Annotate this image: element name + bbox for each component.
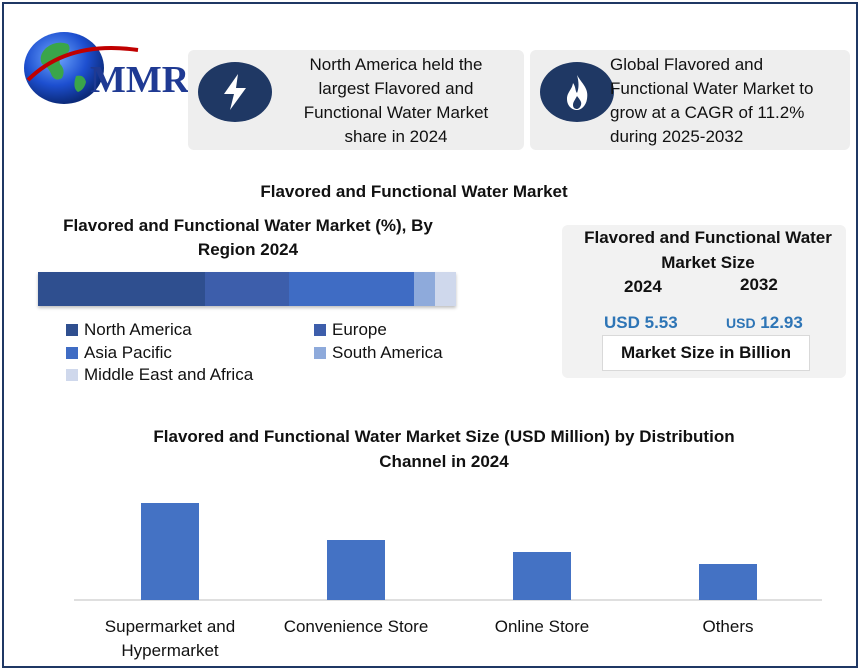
lightning-icon [198, 62, 272, 122]
legend-swatch [314, 347, 326, 359]
value-2032-prefix: USD [726, 315, 756, 331]
legend-item: South America [314, 343, 443, 363]
legend-label: Asia Pacific [84, 343, 172, 362]
title-line: Flavored and Functional Water Market (%)… [63, 216, 433, 235]
title-line: Region 2024 [197, 240, 299, 259]
region-segment-europe [205, 272, 289, 306]
stat-line: largest Flavored and [318, 79, 474, 98]
value-2032-number: 12.93 [760, 313, 803, 332]
legend-item: Asia Pacific [66, 343, 172, 363]
market-size-box: Flavored and Functional Water Market Siz… [562, 225, 846, 378]
bar [327, 540, 385, 600]
year-2032: 2032 [740, 275, 778, 294]
stat-line: Functional Water Market to [610, 79, 814, 98]
region-chart-title: Flavored and Functional Water Market (%)… [38, 214, 458, 262]
value-2024: USD 5.53 [604, 313, 678, 332]
title-line: Market Size [661, 253, 755, 272]
stat-line: Global Flavored and [610, 55, 764, 74]
distribution-chart-title: Flavored and Functional Water Market Siz… [124, 424, 764, 474]
legend-label: Europe [332, 320, 387, 339]
legend-item: North America [66, 320, 192, 340]
bar [141, 503, 199, 600]
stat-line: North America held the [309, 55, 483, 74]
stat-line: grow at a CAGR of 11.2% [610, 103, 805, 122]
stat-line: during 2025-2032 [610, 127, 744, 146]
globe-icon: MMR [24, 32, 190, 104]
legend-swatch [314, 324, 326, 336]
main-title: Flavored and Functional Water Market [260, 182, 568, 201]
region-segment-north-america [38, 272, 206, 306]
region-segment-middle-east-and-africa [435, 272, 456, 306]
legend-label: North America [84, 320, 192, 339]
x-tick-label: Online Store [495, 617, 590, 636]
legend-item: Middle East and Africa [66, 365, 253, 385]
title-line: Flavored and Functional Water Market Siz… [153, 427, 735, 446]
title-line: Flavored and Functional Water [584, 228, 832, 247]
logo-text: MMR [90, 59, 188, 101]
bar [513, 552, 571, 600]
legend-swatch [66, 347, 78, 359]
stat-line: Functional Water Market [303, 103, 489, 122]
title-line: Channel in 2024 [379, 452, 509, 471]
legend-label: Middle East and Africa [84, 365, 254, 384]
value-2032: USD 12.93 [726, 313, 803, 333]
mmr-logo: MMR [18, 18, 190, 118]
distribution-bar-chart: Supermarket and Hypermarket Convenience St… [74, 503, 822, 660]
flame-icon [540, 62, 614, 122]
x-tick-label: Hypermarket [121, 641, 219, 660]
stat-text-cagr: Global Flavored and Functional Water Mar… [610, 53, 842, 149]
x-tick-label: Convenience Store [284, 617, 429, 636]
bar [699, 564, 757, 600]
region-stacked-bar [38, 272, 456, 306]
stat-line: share in 2024 [344, 127, 448, 146]
unit-label: Market Size in Billion [602, 335, 810, 371]
stat-card-cagr: Global Flavored and Functional Water Mar… [530, 50, 850, 150]
legend-swatch [66, 369, 78, 381]
legend-item: Europe [314, 320, 387, 340]
legend-label: South America [332, 343, 443, 362]
legend-swatch [66, 324, 78, 336]
stat-text-north-america: North America held the largest Flavored … [286, 53, 506, 149]
market-size-title: Flavored and Functional Water Market Siz… [562, 225, 854, 275]
region-segment-asia-pacific [288, 272, 415, 306]
x-tick-label: Others [702, 617, 753, 636]
year-2024: 2024 [624, 277, 662, 296]
stat-card-north-america: North America held the largest Flavored … [188, 50, 524, 150]
x-tick-label: Supermarket and [105, 617, 235, 636]
region-segment-south-america [414, 272, 436, 306]
